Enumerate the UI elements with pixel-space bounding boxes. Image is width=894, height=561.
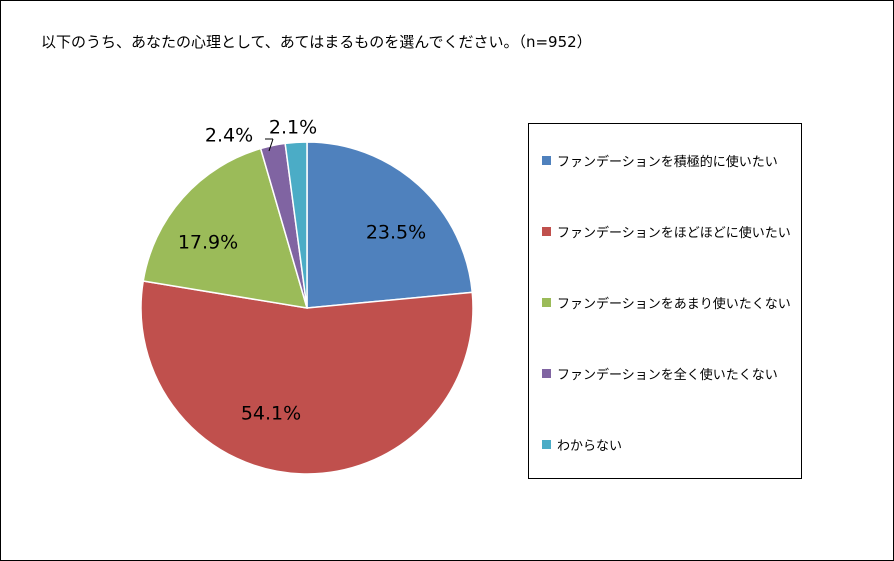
legend-label: ファンデーションをほどほどに使いたい [557, 226, 791, 241]
legend-swatch [542, 440, 551, 449]
data-label-4: 2.4% [205, 125, 253, 147]
legend-item-1: ファンデーションを積極的に使いたい [542, 151, 778, 170]
legend-swatch [542, 156, 551, 165]
leader-line-2.4-b [268, 138, 274, 152]
legend-label: ファンデーションをあまり使いたくない [557, 297, 791, 312]
legend-item-4: ファンデーションを全く使いたくない [542, 364, 778, 383]
legend-swatch [542, 369, 551, 378]
data-label-1: 23.5% [366, 222, 426, 244]
legend-label: ファンデーションを全く使いたくない [557, 368, 778, 383]
pie-slice-2 [140, 280, 474, 475]
legend-label: ファンデーションを積極的に使いたい [557, 155, 778, 170]
legend-item-5: わからない [542, 435, 622, 454]
pie-slice-5 [284, 141, 308, 309]
pie-slice-3 [142, 147, 309, 309]
legend: ファンデーションを積極的に使いたい ファンデーションをほどほどに使いたい ファンデー… [528, 123, 802, 479]
legend-label: わからない [557, 439, 623, 454]
legend-item-3: ファンデーションをあまり使いたくない [542, 293, 791, 312]
legend-item-2: ファンデーションをほどほどに使いたい [542, 222, 791, 241]
legend-swatch [542, 227, 551, 236]
legend-swatch [542, 298, 551, 307]
data-label-5: 2.1% [269, 117, 317, 139]
data-label-3: 17.9% [178, 232, 238, 254]
data-label-2: 54.1% [241, 403, 301, 425]
chart-title: 以下のうち、あなたの心理として、あてはまるものを選んでください。（n=952） [41, 33, 592, 51]
pie-slice-1 [306, 141, 474, 309]
